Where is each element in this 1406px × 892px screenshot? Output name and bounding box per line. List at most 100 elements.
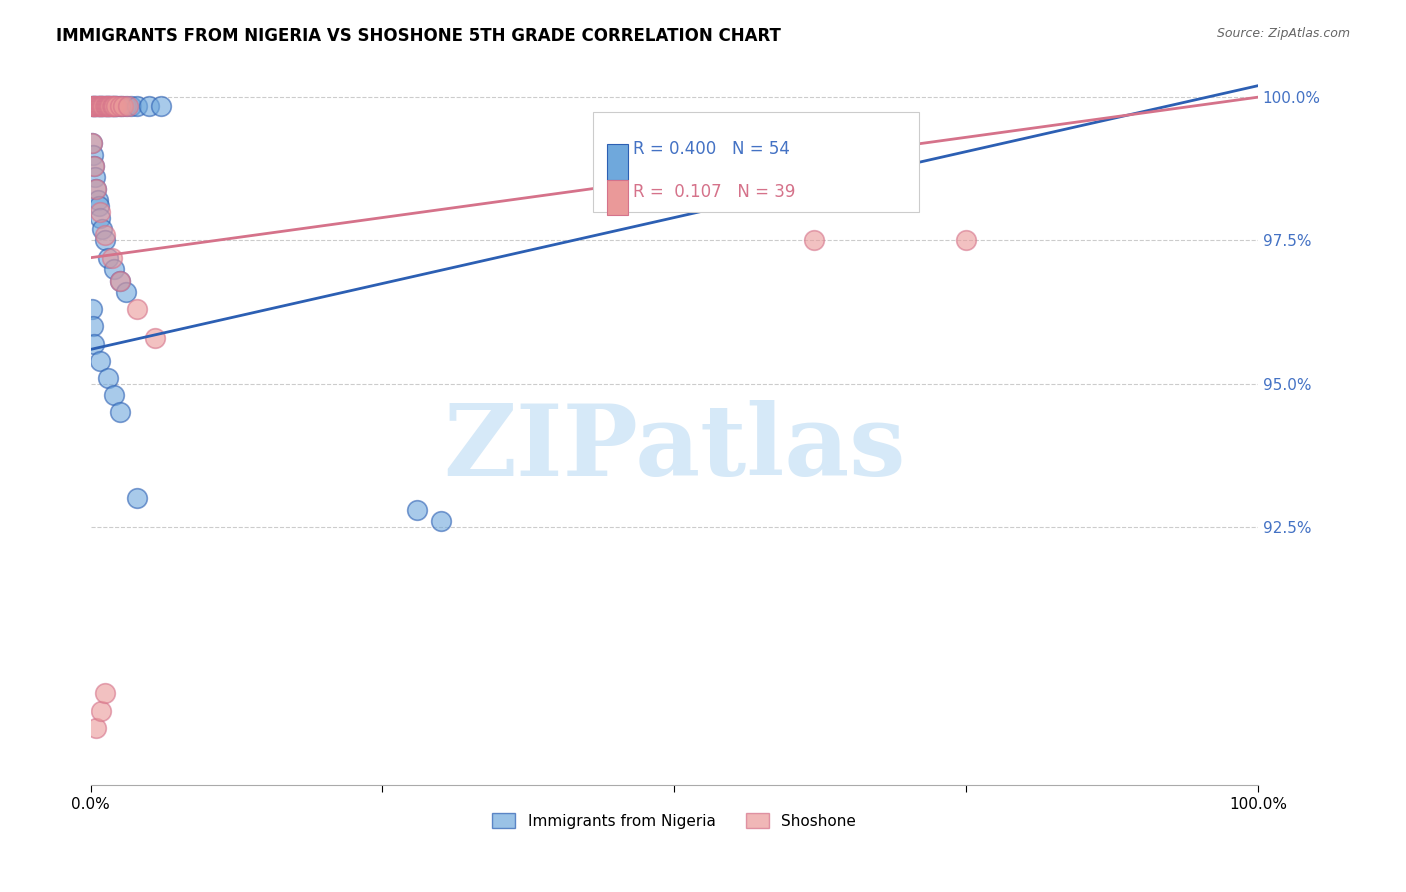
Shoshone [83, 99, 105, 113]
Shoshone [80, 136, 103, 150]
Immigrants from Nigeria [89, 354, 111, 368]
Shoshone [108, 274, 131, 288]
Immigrants from Nigeria [87, 99, 110, 113]
Immigrants from Nigeria [91, 99, 114, 113]
Immigrants from Nigeria [105, 99, 128, 113]
Shoshone [97, 99, 120, 113]
Shoshone [94, 99, 117, 113]
Shoshone [93, 99, 115, 113]
Shoshone [780, 194, 803, 208]
Immigrants from Nigeria [83, 99, 105, 113]
Immigrants from Nigeria [93, 99, 115, 113]
Shoshone [112, 99, 135, 113]
Immigrants from Nigeria [103, 99, 125, 113]
Immigrants from Nigeria [82, 147, 104, 161]
Shoshone [80, 99, 103, 113]
Shoshone [96, 99, 118, 113]
Immigrants from Nigeria [108, 405, 131, 419]
FancyBboxPatch shape [592, 112, 920, 211]
Shoshone [86, 99, 108, 113]
Legend: Immigrants from Nigeria, Shoshone: Immigrants from Nigeria, Shoshone [486, 806, 862, 835]
Immigrants from Nigeria [93, 99, 115, 113]
Immigrants from Nigeria [104, 99, 127, 113]
Text: Source: ZipAtlas.com: Source: ZipAtlas.com [1216, 27, 1350, 40]
Immigrants from Nigeria [103, 262, 125, 277]
Text: IMMIGRANTS FROM NIGERIA VS SHOSHONE 5TH GRADE CORRELATION CHART: IMMIGRANTS FROM NIGERIA VS SHOSHONE 5TH … [56, 27, 782, 45]
Immigrants from Nigeria [127, 99, 149, 113]
Shoshone [98, 99, 121, 113]
Immigrants from Nigeria [90, 99, 112, 113]
Immigrants from Nigeria [101, 99, 124, 113]
Shoshone [82, 99, 104, 113]
Immigrants from Nigeria [80, 99, 103, 113]
Immigrants from Nigeria [114, 285, 136, 299]
Text: R =  0.107   N = 39: R = 0.107 N = 39 [633, 183, 796, 202]
Immigrants from Nigeria [97, 371, 120, 385]
Immigrants from Nigeria [86, 99, 108, 113]
Shoshone [93, 227, 115, 242]
Immigrants from Nigeria [96, 99, 118, 113]
Immigrants from Nigeria [82, 99, 104, 113]
Shoshone [100, 99, 122, 113]
Text: R = 0.400   N = 54: R = 0.400 N = 54 [633, 140, 790, 158]
Immigrants from Nigeria [149, 99, 172, 113]
Immigrants from Nigeria [89, 211, 111, 225]
Immigrants from Nigeria [107, 99, 129, 113]
Immigrants from Nigeria [94, 99, 117, 113]
Shoshone [86, 182, 108, 196]
Shoshone [103, 99, 125, 113]
Immigrants from Nigeria [100, 99, 122, 113]
Shoshone [86, 99, 108, 113]
Shoshone [803, 234, 825, 248]
Immigrants from Nigeria [91, 222, 114, 236]
Immigrants from Nigeria [100, 99, 122, 113]
Immigrants from Nigeria [108, 274, 131, 288]
Immigrants from Nigeria [93, 234, 115, 248]
Immigrants from Nigeria [80, 136, 103, 150]
Shoshone [90, 704, 112, 718]
Shoshone [93, 99, 115, 113]
Immigrants from Nigeria [97, 99, 120, 113]
Immigrants from Nigeria [86, 99, 108, 113]
Shoshone [89, 99, 111, 113]
Immigrants from Nigeria [84, 99, 107, 113]
Shoshone [117, 99, 139, 113]
Shoshone [100, 99, 122, 113]
Shoshone [108, 99, 131, 113]
Shoshone [955, 234, 977, 248]
Immigrants from Nigeria [121, 99, 143, 113]
Shoshone [89, 204, 111, 219]
Shoshone [83, 159, 105, 173]
FancyBboxPatch shape [606, 179, 627, 215]
Immigrants from Nigeria [84, 170, 107, 185]
Shoshone [90, 99, 112, 113]
Immigrants from Nigeria [430, 515, 453, 529]
Immigrants from Nigeria [98, 99, 121, 113]
Immigrants from Nigeria [86, 194, 108, 208]
Immigrants from Nigeria [89, 99, 111, 113]
Immigrants from Nigeria [83, 336, 105, 351]
Shoshone [101, 99, 124, 113]
FancyBboxPatch shape [606, 144, 627, 179]
Immigrants from Nigeria [80, 302, 103, 317]
Immigrants from Nigeria [103, 388, 125, 402]
Shoshone [143, 331, 166, 345]
Immigrants from Nigeria [138, 99, 160, 113]
Immigrants from Nigeria [108, 99, 131, 113]
Shoshone [105, 99, 128, 113]
Immigrants from Nigeria [127, 491, 149, 506]
Shoshone [87, 99, 110, 113]
Text: ZIPatlas: ZIPatlas [443, 400, 905, 497]
Shoshone [84, 99, 107, 113]
Immigrants from Nigeria [87, 199, 110, 213]
Immigrants from Nigeria [114, 99, 136, 113]
Immigrants from Nigeria [406, 503, 429, 517]
Immigrants from Nigeria [111, 99, 134, 113]
Immigrants from Nigeria [82, 319, 104, 334]
Shoshone [86, 721, 108, 735]
Shoshone [91, 99, 114, 113]
Immigrants from Nigeria [86, 182, 108, 196]
Immigrants from Nigeria [83, 159, 105, 173]
Shoshone [127, 302, 149, 317]
Shoshone [100, 251, 122, 265]
